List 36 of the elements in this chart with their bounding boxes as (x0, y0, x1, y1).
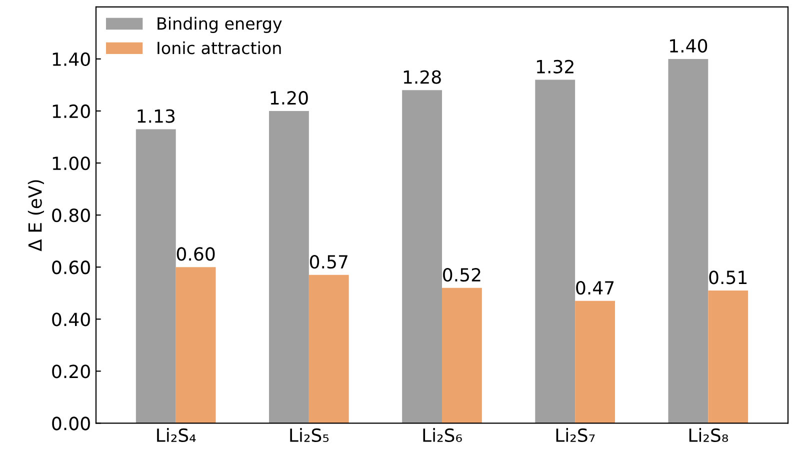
x-tick-label: Li₂S₈ (689, 428, 728, 442)
data-label: 0.52 (443, 268, 480, 282)
bar (575, 300, 615, 424)
y-tick-label: 1.20 (52, 104, 90, 118)
data-label: 1.28 (404, 70, 441, 84)
y-tick-label: 0.60 (52, 260, 90, 274)
y-tick-label: 0.40 (52, 312, 90, 326)
y-axis-title: Δ E (eV) (28, 180, 44, 252)
data-label: 0.51 (709, 270, 747, 284)
y-tick-label: 0.20 (52, 364, 90, 378)
bar (668, 58, 708, 424)
data-label: 1.13 (138, 109, 175, 123)
bar (176, 267, 216, 424)
x-tick-label: Li₂S₇ (556, 428, 595, 442)
bar (442, 288, 482, 424)
y-tick-label: 0.00 (52, 416, 90, 430)
bar (269, 110, 309, 424)
x-tick-label: Li₂S₄ (157, 428, 196, 442)
y-tick-label: 1.00 (52, 156, 90, 170)
y-tick-label: 0.80 (52, 208, 90, 222)
data-label: 0.60 (176, 247, 215, 261)
x-tick-label: Li₂S₆ (423, 428, 462, 442)
bar (535, 80, 576, 424)
data-label: 0.57 (310, 254, 348, 269)
y-tick-label: 1.40 (52, 52, 90, 66)
data-label: 1.32 (537, 60, 574, 74)
x-tick-label: Li₂S₅ (290, 428, 329, 442)
legend-label: Binding energy (158, 16, 282, 34)
bar (308, 274, 349, 424)
legend-label: Ionic attraction (158, 41, 281, 54)
data-label: 0.47 (576, 280, 614, 295)
bar (402, 90, 442, 424)
data-label: 1.20 (270, 91, 308, 105)
data-label: 1.40 (670, 39, 708, 53)
bar (136, 129, 176, 424)
bar (708, 290, 748, 424)
